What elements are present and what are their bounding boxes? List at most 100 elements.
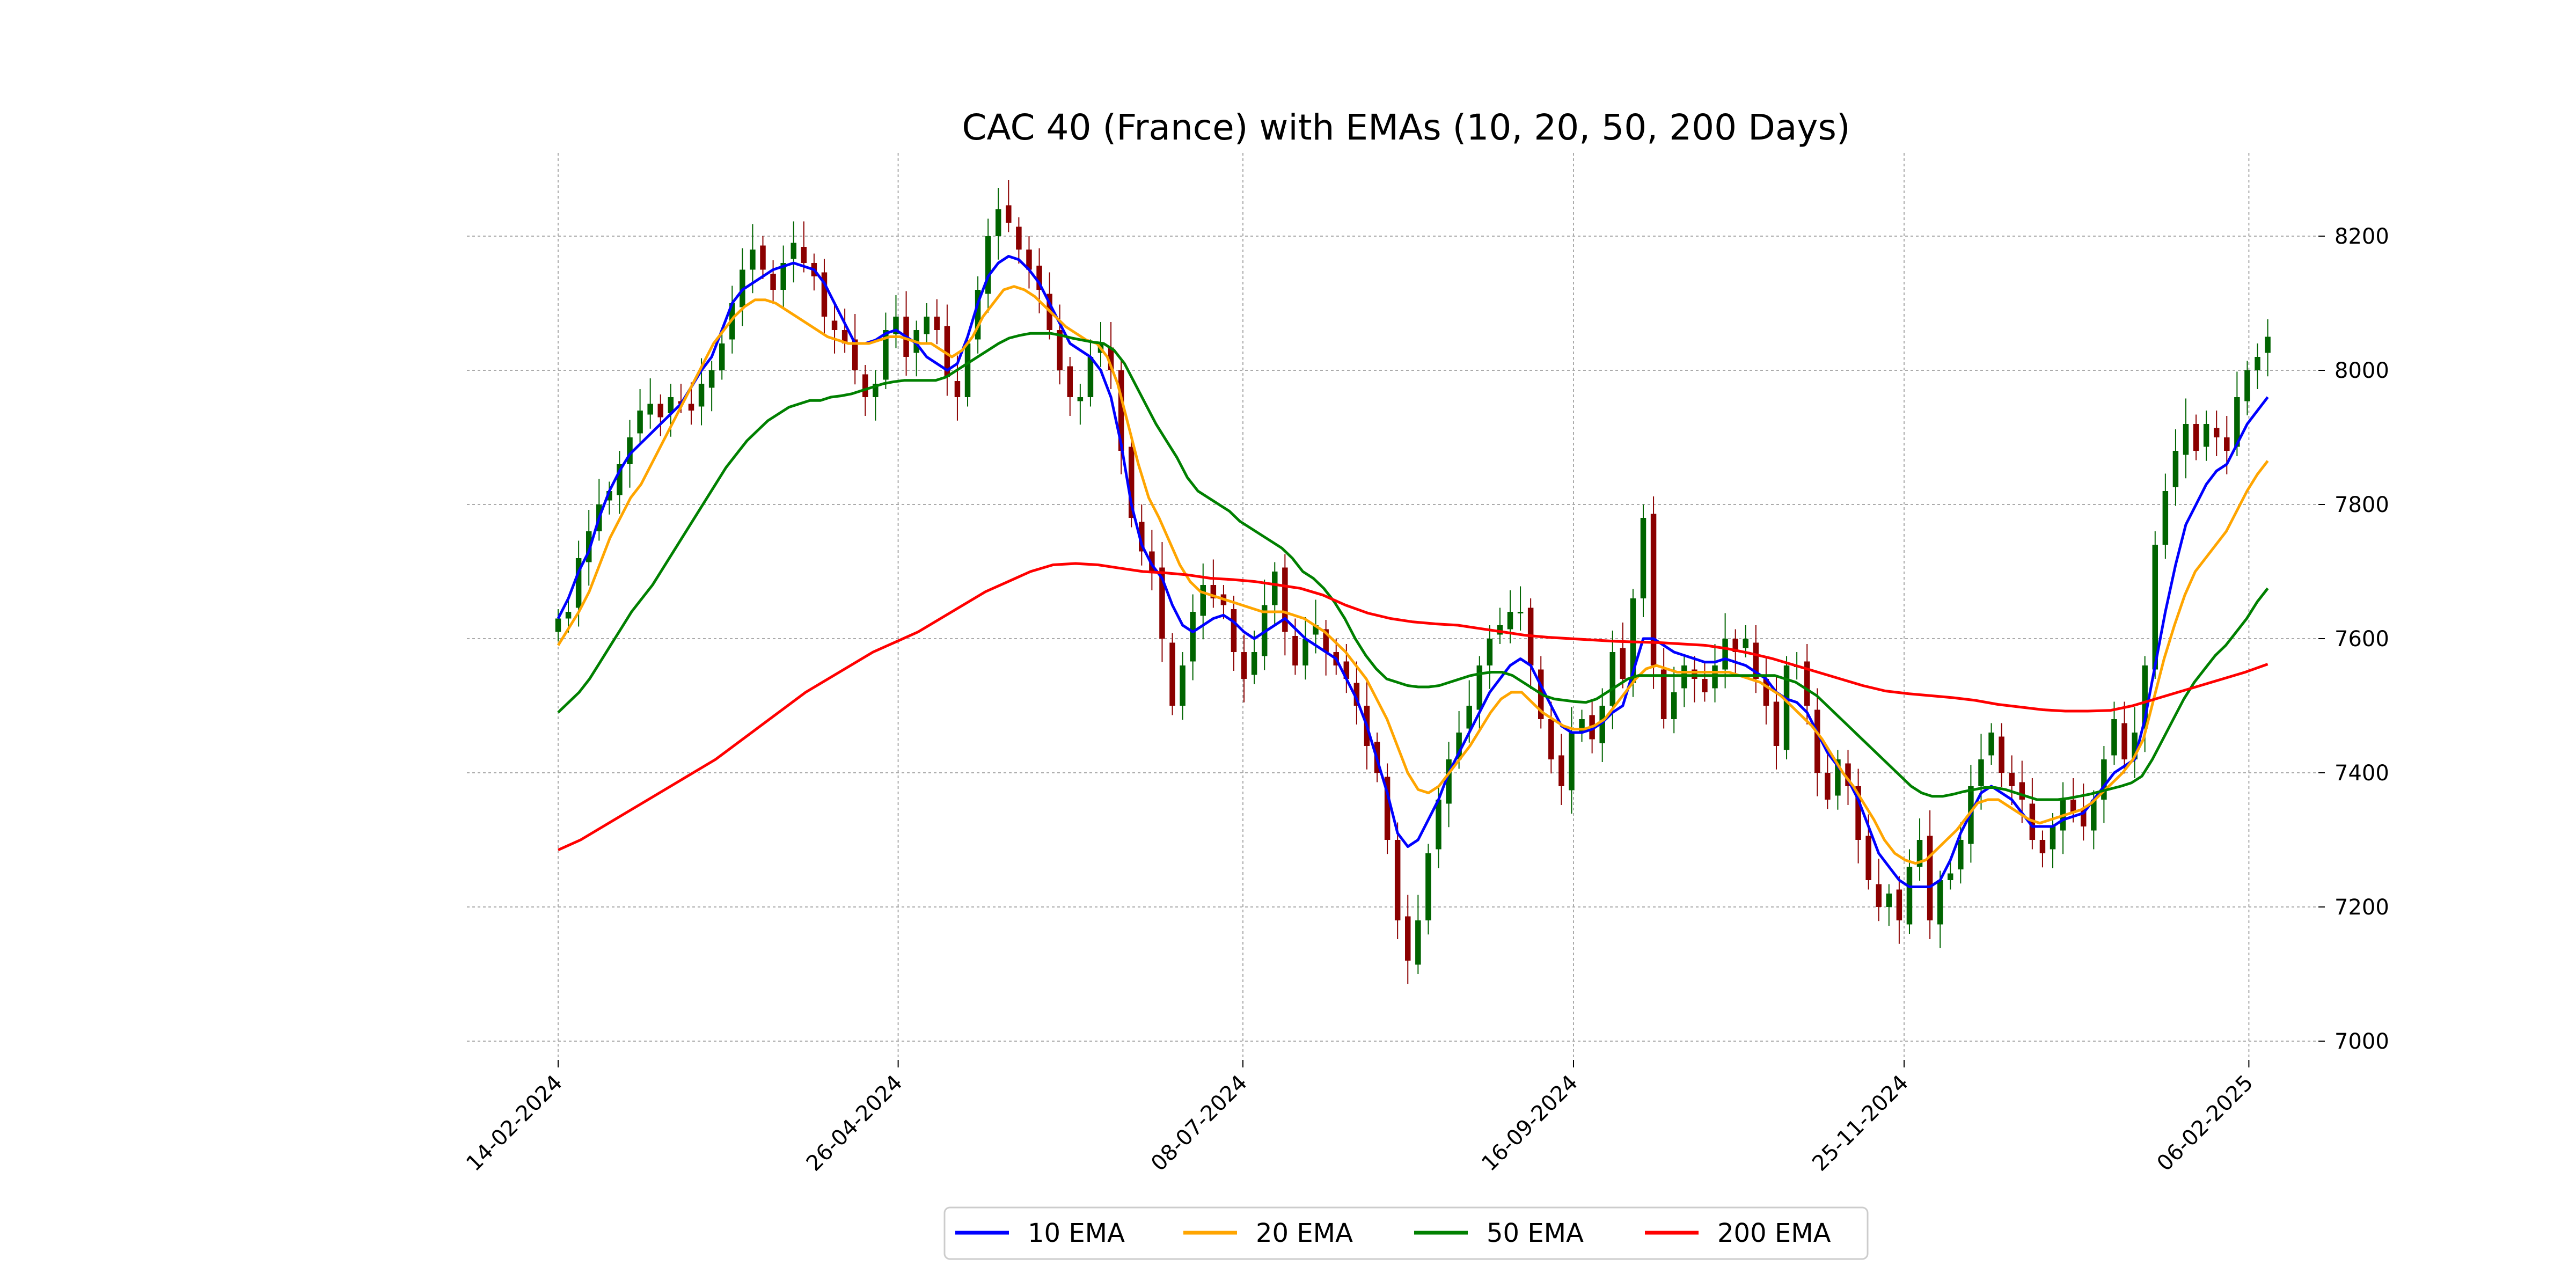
candle-down — [2019, 782, 2025, 800]
chart-title: CAC 40 (France) with EMAs (10, 20, 50, 2… — [962, 107, 1850, 148]
candle-down — [2213, 428, 2220, 437]
candle-up — [1988, 733, 1994, 756]
candle-down — [2080, 809, 2087, 826]
candle-up — [1948, 873, 1953, 880]
candle-up — [1251, 652, 1257, 675]
candle-down — [1660, 669, 1667, 719]
candle-up — [985, 236, 991, 294]
candle-up — [1517, 612, 1524, 613]
candle-down — [2039, 840, 2046, 853]
y-tick-label: 7400 — [2334, 761, 2389, 786]
candle-up — [617, 464, 623, 495]
candle-down — [934, 317, 940, 330]
candle-up — [1906, 867, 1913, 925]
ema200-line — [557, 562, 2268, 852]
candle-down — [1241, 652, 1247, 679]
candle-up — [1466, 706, 1472, 729]
candle-up — [575, 558, 582, 608]
candle-down — [1169, 642, 1175, 706]
candle-up — [2255, 357, 2260, 370]
y-axis-ticks: 7000 7200 7400 7600 7800 8000 8200 — [2318, 224, 2389, 1054]
candle-down — [1865, 836, 1871, 880]
candle-down — [1650, 514, 1657, 665]
candle-up — [2172, 451, 2179, 487]
candle-up — [1497, 625, 1503, 635]
y-tick-label: 7600 — [2334, 627, 2389, 652]
candle-up — [627, 437, 633, 464]
candle-down — [1036, 266, 1042, 290]
candle-down — [1149, 551, 1155, 572]
candle-up — [668, 397, 674, 413]
ema10-line — [557, 255, 2269, 888]
candle-up — [1456, 733, 1462, 759]
candle-up — [1722, 639, 1728, 670]
candle-up — [2203, 424, 2209, 447]
y-tick-label: 7200 — [2334, 895, 2389, 920]
candle-up — [1958, 840, 1964, 869]
candle-up — [1077, 397, 1084, 401]
candle-down — [657, 404, 664, 418]
candle-down — [1692, 669, 1697, 679]
candle-up — [1180, 665, 1185, 706]
candle-up — [1436, 800, 1441, 850]
ema-lines — [557, 255, 2269, 888]
candle-down — [770, 274, 776, 290]
candle-up — [1272, 572, 1278, 605]
y-tick-label: 7800 — [2334, 493, 2389, 517]
candle-down — [760, 245, 766, 270]
candle-up — [1671, 692, 1677, 719]
candle-down — [1999, 736, 2004, 773]
candle-down — [2121, 723, 2127, 759]
candle-down — [1896, 889, 1902, 920]
candle-down — [1210, 585, 1217, 598]
candle-down — [1763, 679, 1769, 706]
candle-up — [1476, 665, 1483, 710]
candle-down — [1139, 522, 1145, 552]
candle-down — [1323, 629, 1329, 652]
candle-up — [1609, 652, 1616, 706]
candle-up — [2183, 424, 2189, 455]
ema50-line — [557, 332, 2269, 801]
candle-up — [2244, 370, 2250, 401]
candle-down — [1067, 366, 1073, 397]
candle-down — [2224, 437, 2230, 451]
candle-down — [1702, 679, 1708, 692]
candle-up — [698, 384, 705, 407]
candle-up — [1446, 759, 1452, 804]
candle-up — [1743, 639, 1748, 648]
candle-down — [1292, 636, 1298, 665]
candle-down — [1753, 642, 1759, 679]
candle-up — [924, 317, 930, 334]
candle-up — [780, 263, 786, 290]
candle-up — [1783, 665, 1790, 750]
candle-up — [2152, 545, 2158, 670]
candle-up — [1313, 625, 1319, 635]
candle-down — [1159, 567, 1165, 639]
candle-down — [1814, 709, 1820, 773]
candle-up — [2265, 336, 2271, 353]
candle-up — [2101, 759, 2107, 800]
candle-down — [1282, 567, 1288, 632]
candle-down — [1231, 609, 1237, 652]
candle-down — [1016, 226, 1022, 250]
y-tick-label: 7000 — [2334, 1029, 2389, 1054]
candle-up — [586, 531, 592, 562]
legend-box — [943, 1206, 1869, 1260]
candle-up — [637, 411, 643, 434]
candle-down — [862, 374, 868, 397]
candle-up — [719, 343, 725, 370]
candle-up — [1190, 612, 1196, 662]
candle-down — [2009, 773, 2015, 786]
candle-down — [1343, 661, 1350, 679]
candle-up — [1886, 894, 1892, 907]
candle-up — [2234, 397, 2240, 447]
candle-up — [975, 290, 981, 340]
candle-up — [2132, 733, 2138, 759]
ema20-line — [557, 285, 2269, 865]
candle-up — [555, 618, 561, 632]
candle-down — [852, 339, 858, 370]
candle-up — [2091, 800, 2097, 831]
candle-up — [1978, 759, 1984, 786]
candle-down — [1384, 777, 1391, 840]
